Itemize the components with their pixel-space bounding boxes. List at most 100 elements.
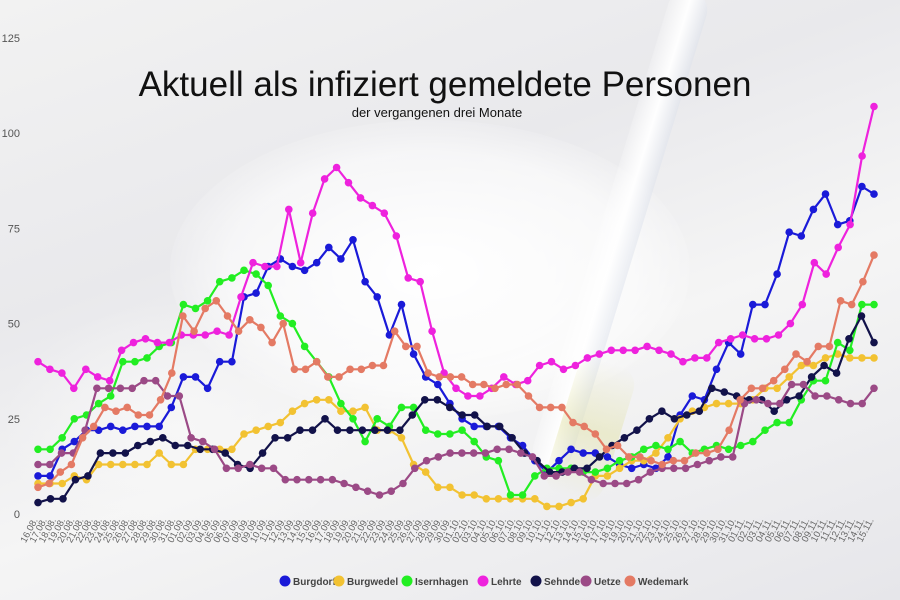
data-point <box>84 472 92 480</box>
data-point <box>257 323 265 332</box>
data-point <box>215 277 224 286</box>
data-point <box>607 346 616 355</box>
legend-label: Lehrte <box>491 577 522 588</box>
data-point <box>795 392 803 400</box>
data-point <box>603 472 612 480</box>
data-point <box>145 411 154 419</box>
data-point <box>535 403 544 412</box>
data-point <box>165 338 174 347</box>
data-point <box>276 418 285 427</box>
data-point <box>543 502 551 511</box>
data-point <box>101 403 109 412</box>
data-point <box>288 407 297 416</box>
y-tick-label: 0 <box>14 509 20 521</box>
data-point <box>46 365 54 374</box>
data-point <box>143 354 151 362</box>
data-point <box>34 483 42 492</box>
data-point <box>580 422 588 431</box>
data-point <box>268 338 276 347</box>
data-point <box>246 316 254 324</box>
data-point <box>870 251 878 259</box>
data-point <box>421 426 430 435</box>
data-point <box>225 331 233 339</box>
data-point <box>811 392 819 400</box>
data-point <box>143 422 151 431</box>
data-point <box>664 434 672 442</box>
data-point <box>814 342 823 351</box>
series-layer <box>34 102 878 511</box>
data-point <box>46 495 55 503</box>
legend-item: Uetze <box>580 575 621 588</box>
data-point <box>411 464 419 473</box>
data-point <box>312 396 321 404</box>
data-point <box>505 445 513 454</box>
data-point <box>658 407 666 416</box>
data-point <box>363 487 372 496</box>
data-point <box>117 346 126 355</box>
data-point <box>859 277 867 286</box>
data-point <box>276 312 285 320</box>
data-point <box>308 426 317 435</box>
data-point <box>305 475 313 484</box>
data-point <box>858 152 866 160</box>
data-point <box>846 354 854 362</box>
data-point <box>321 415 329 423</box>
data-point <box>163 392 172 400</box>
data-point <box>70 437 79 446</box>
data-point <box>821 376 830 385</box>
data-point <box>773 270 781 278</box>
data-point <box>112 407 120 416</box>
data-point <box>457 373 466 381</box>
data-point <box>222 464 231 473</box>
data-point <box>603 453 612 461</box>
data-point <box>283 434 292 442</box>
data-point <box>34 472 42 480</box>
data-point <box>187 434 195 442</box>
data-point <box>264 422 273 431</box>
data-point <box>575 468 584 476</box>
legend-item: Lehrte <box>477 575 522 588</box>
data-point <box>620 434 629 442</box>
data-point <box>57 449 66 457</box>
data-point <box>146 437 155 446</box>
data-point <box>269 464 278 473</box>
data-point <box>781 365 789 374</box>
data-point <box>46 460 54 469</box>
series-burgwedel <box>34 350 878 511</box>
data-point <box>738 331 747 339</box>
data-point <box>797 361 806 370</box>
data-point <box>506 491 515 499</box>
data-point <box>583 464 591 473</box>
data-point <box>46 445 54 454</box>
data-point <box>320 175 329 183</box>
data-point <box>151 376 160 385</box>
data-point <box>870 354 878 362</box>
legend: Burgdorf Burgwedel Isernhagen Lehrte Sehnde U… <box>279 575 689 588</box>
data-point <box>373 293 382 301</box>
data-point <box>693 460 702 469</box>
data-point <box>140 376 148 385</box>
data-point <box>834 243 842 252</box>
data-point <box>281 475 290 484</box>
data-point <box>747 384 756 393</box>
data-point <box>749 437 757 446</box>
data-point <box>264 281 273 290</box>
data-point <box>179 312 187 320</box>
data-point <box>708 384 716 393</box>
data-point <box>493 445 502 454</box>
data-point <box>552 472 560 480</box>
chart-subtitle: der vergangenen drei Monate <box>352 105 523 120</box>
chart-title: Aktuell als infiziert gemeldete Personen <box>139 65 752 104</box>
data-point <box>361 403 369 412</box>
legend-item: Burgwedel <box>333 575 398 588</box>
data-point <box>240 430 248 438</box>
data-point <box>153 338 162 347</box>
data-point <box>858 354 866 362</box>
data-point <box>599 479 607 488</box>
data-point <box>58 434 66 442</box>
data-point <box>712 399 721 408</box>
data-point <box>797 232 806 240</box>
data-point <box>494 456 503 465</box>
legend-label: Uetze <box>594 577 621 588</box>
data-point <box>750 335 759 343</box>
